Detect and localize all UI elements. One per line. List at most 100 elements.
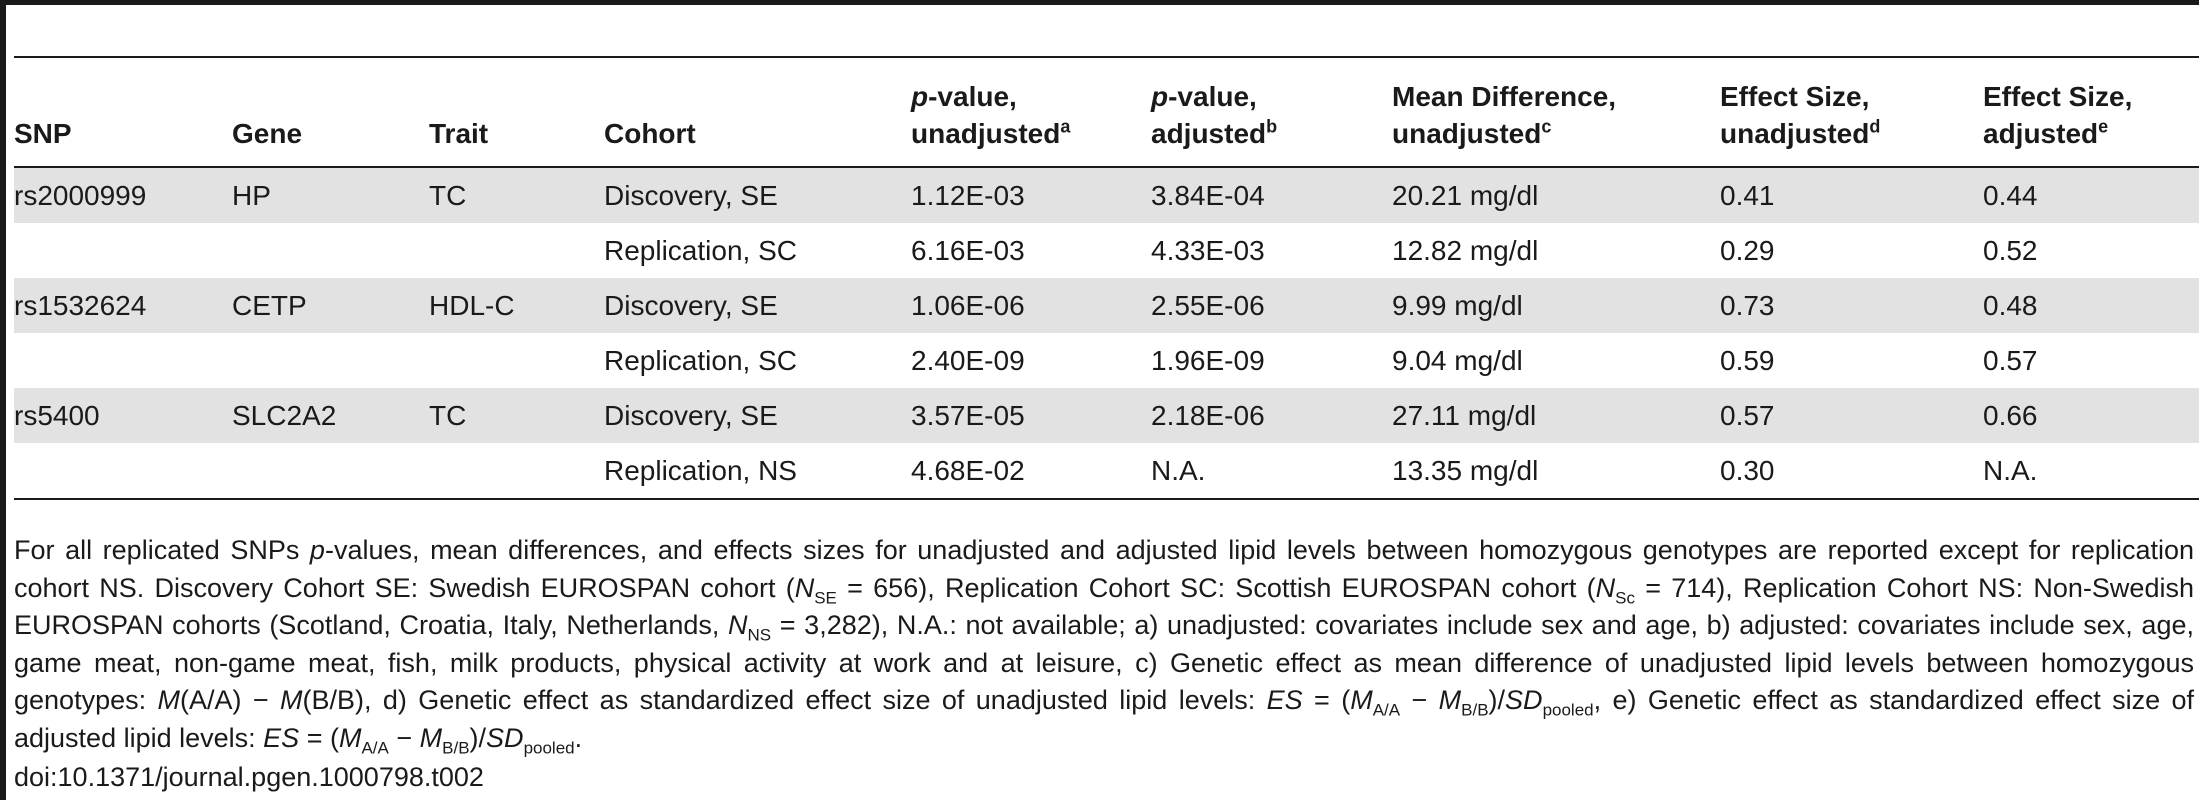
cell-snp: rs1532624 [14,278,232,333]
header-effect-size-label: Effect Size, [1983,81,2133,112]
footnote-marker-d: d [1869,116,1881,137]
footnote-text: = 656), Replication Cohort SC: Scottish … [836,572,1596,603]
header-effect-size-unadjusted: Effect Size, unadjustedd [1720,57,1983,167]
table-row: Replication, SC 6.16E-03 4.33E-03 12.82 … [14,223,2199,278]
doi-link[interactable]: doi:10.1371/journal.pgen.1000798.t002 [14,762,484,792]
cell-snp: rs2000999 [14,167,232,223]
cell-cohort: Replication, SC [604,345,797,376]
cell-effect-size-adjusted: N.A. [1983,455,2038,486]
footnote-italic: M [1438,685,1462,715]
cell-pvalue-unadjusted: 3.57E-05 [911,388,1151,443]
cell-snp [14,333,232,388]
cell-pvalue-adjusted: 2.55E-06 [1151,278,1392,333]
cell-mean-difference: 9.99 mg/dl [1392,278,1720,333]
header-cohort: Cohort [604,118,696,149]
table-row: Replication, NS 4.68E-02 N.A. 13.35 mg/d… [14,443,2199,499]
header-pvalue-unadjusted: p-value, unadjusteda [911,57,1151,167]
footnote-text: )/ [469,722,487,753]
header-pvalue-adjusted: p-value, adjustedb [1151,57,1392,167]
footnote-text: , e) Genetic effect as standardized effe… [14,685,2195,753]
table-body: rs2000999 HP TC Discovery, SE 1.12E-03 3… [14,167,2199,499]
footnote-italic: M [157,685,180,715]
cell-cohort: Discovery, SE [604,388,911,443]
header-unadjusted-label: unadjusted [1392,118,1542,149]
cell-effect-size-adjusted: 0.44 [1983,167,2199,223]
results-table-container: SNP Gene Trait Cohort p-value, unadjusted… [14,56,2199,500]
left-rule [0,0,6,800]
footnote-marker-c: c [1541,116,1552,137]
header-snp: SNP [14,118,72,149]
cell-snp: rs5400 [14,388,232,443]
table-row: rs2000999 HP TC Discovery, SE 1.12E-03 3… [14,167,2199,223]
cell-trait: TC [429,167,604,223]
top-rule [0,0,2199,5]
cell-pvalue-adjusted: 3.84E-04 [1151,167,1392,223]
cell-trait [429,223,604,278]
table-footnote: For all replicated SNPs p-values, mean d… [14,532,2194,757]
header-gene: Gene [232,118,303,149]
header-effect-size-adjusted: Effect Size, adjustede [1983,57,2199,167]
footnote-italic: N [728,610,748,640]
cell-pvalue-adjusted: N.A. [1151,455,1206,486]
cell-pvalue-unadjusted: 1.12E-03 [911,167,1151,223]
cell-trait: TC [429,388,604,443]
footnote-subscript: SE [814,587,837,607]
header-mean-difference: Mean Difference, unadjustedc [1392,57,1720,167]
cell-mean-difference: 12.82 mg/dl [1392,235,1539,266]
header-unadjusted-label: unadjusted [911,118,1061,149]
cell-effect-size-unadjusted: 0.73 [1720,278,1983,333]
footnote-italic: N [1595,572,1616,603]
table-row: rs1532624 CETP HDL-C Discovery, SE 1.06E… [14,278,2199,333]
footnote-subscript: A/A [1372,700,1401,720]
cell-pvalue-unadjusted: 1.06E-06 [911,278,1151,333]
footnote-italic: N [794,572,815,603]
footnote-subscript: NS [747,625,772,645]
footnote-text: = ( [1302,685,1351,715]
cell-trait: HDL-C [429,278,604,333]
cell-effect-size-unadjusted: 0.59 [1720,345,1775,376]
cell-effect-size-adjusted: 0.52 [1983,235,2038,266]
cell-snp [14,443,232,499]
cell-trait [429,443,604,499]
footnote-italic: M [338,722,362,753]
footnote-marker-b: b [1266,116,1278,137]
footnote-text: . [574,722,583,753]
footnote-text: )/ [1488,685,1506,715]
cell-gene [232,223,429,278]
footnote-text: − [1400,685,1439,715]
results-table: SNP Gene Trait Cohort p-value, unadjusted… [14,56,2199,500]
footnote-subscript: Sc [1615,587,1635,607]
header-mean-difference-label: Mean Difference, [1392,81,1617,112]
footnote-italic: M [1350,685,1373,715]
footnote-text: = 3,282), N.A.: not available; a) unadju… [14,610,2194,715]
cell-cohort: Discovery, SE [604,278,911,333]
cell-mean-difference: 13.35 mg/dl [1392,455,1539,486]
footnote-italic: p [309,535,325,565]
cell-gene: HP [232,167,429,223]
table-header: SNP Gene Trait Cohort p-value, unadjusted… [14,57,2199,167]
footnote-italic: SD [1505,685,1543,715]
footnote-italic: M [419,722,443,753]
footnote-text: For all replicated SNPs [14,535,310,565]
cell-pvalue-adjusted: 1.96E-09 [1151,345,1265,376]
header-p-symbol: p [911,81,929,112]
cell-cohort: Replication, NS [604,455,797,486]
footnote-text: = 714), Replication Cohort NS: Non-Swedi… [14,572,2194,641]
header-unadjusted-label: unadjusted [1720,118,1870,149]
footnote-marker-e: e [2098,116,2109,137]
cell-effect-size-unadjusted: 0.29 [1720,235,1775,266]
cell-mean-difference: 27.11 mg/dl [1392,388,1720,443]
footnote-text: = ( [299,722,339,753]
footnote-marker-a: a [1060,116,1071,137]
footnote-subscript: A/A [361,737,389,757]
cell-cohort: Discovery, SE [604,167,911,223]
cell-pvalue-unadjusted: 6.16E-03 [911,235,1025,266]
header-adjusted-label: adjusted [1151,118,1267,149]
cell-effect-size-adjusted: 0.66 [1983,388,2199,443]
cell-gene [232,333,429,388]
header-trait: Trait [429,118,489,149]
footnote-subscript: pooled [523,737,575,757]
cell-trait [429,333,604,388]
footnote-italic: ES [1266,685,1303,715]
header-pvalue-label: -value, [1168,81,1257,112]
